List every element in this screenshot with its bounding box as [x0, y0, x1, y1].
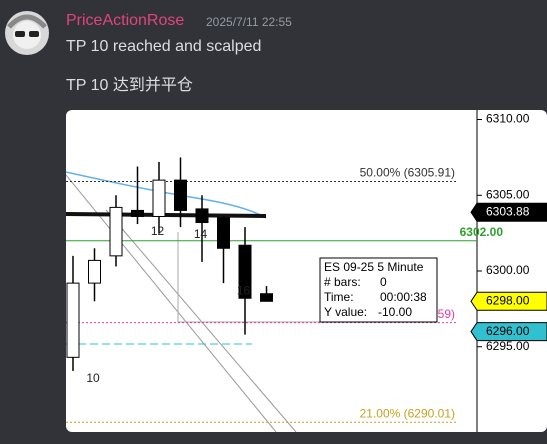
bar-number: 10	[86, 371, 100, 385]
level-label: 6302.00	[460, 225, 504, 239]
price-tag-label: 6303.88	[486, 204, 530, 218]
info-value: -10.00	[378, 305, 412, 319]
price-tag	[470, 291, 547, 311]
level-label: 50.00% (6305.91)	[360, 166, 455, 180]
price-tag-label: 6298.00	[486, 293, 530, 307]
price-tag	[470, 322, 547, 342]
bar-number: 12	[151, 224, 165, 238]
level-label: 21.00% (6290.01)	[360, 406, 455, 420]
y-tick-label: 6305.00	[486, 187, 530, 201]
candle-body	[217, 217, 230, 249]
candle-body	[88, 259, 101, 284]
candle-body	[195, 208, 209, 224]
moving-average	[66, 171, 267, 219]
info-box	[319, 257, 438, 323]
trend-line	[66, 174, 277, 432]
timestamp: 2025/7/11 22:55	[206, 15, 292, 29]
message-text: TP 10 达到并平仓	[66, 77, 193, 94]
candle-body	[152, 179, 166, 217]
message-text: TP 10 reached and scalped	[66, 38, 262, 55]
info-label: Time:	[324, 290, 354, 304]
y-tick-label: 6295.00	[486, 339, 530, 353]
trend-line	[105, 209, 297, 432]
candle-body	[66, 282, 80, 358]
avatar[interactable]	[5, 11, 49, 55]
info-value: 00:00:38	[380, 290, 427, 304]
info-value: 0	[380, 275, 387, 289]
info-label: Y value:	[324, 305, 367, 319]
candle-body	[260, 293, 273, 302]
y-tick-label: 6310.00	[486, 112, 530, 126]
price-tag	[470, 202, 547, 222]
candle-body	[109, 206, 123, 257]
moving-average	[66, 212, 267, 218]
chart[interactable]: 50.00% (6305.91)6302.0033.00% (6296.59)2…	[66, 110, 547, 432]
measure-box	[177, 232, 320, 323]
candle-body	[131, 209, 144, 217]
price-tag-label: 6296.00	[486, 324, 530, 338]
candle-body	[238, 244, 252, 299]
bar-number: 16	[237, 283, 251, 297]
chart-bg	[66, 110, 547, 432]
info-label: # bars:	[324, 275, 361, 289]
y-tick-label: 6300.00	[486, 263, 530, 277]
author[interactable]: PriceActionRose	[66, 12, 185, 29]
bar-number: 14	[194, 227, 208, 241]
candle-body	[174, 179, 187, 211]
info-label: ES 09-25 5 Minute	[324, 260, 424, 274]
